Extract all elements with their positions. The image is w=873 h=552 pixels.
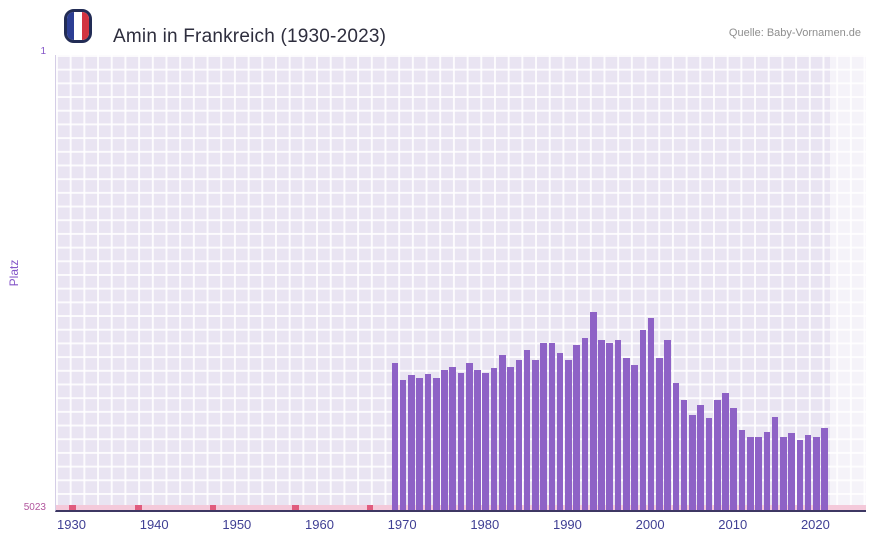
rank-bar-1994[interactable] xyxy=(598,339,605,510)
rank-bar-1983[interactable] xyxy=(507,367,514,510)
rank-bar-2009[interactable] xyxy=(722,392,729,510)
rank-bar-2004[interactable] xyxy=(680,400,688,510)
rank-bar-1986[interactable] xyxy=(532,359,539,510)
flag-stripe-red xyxy=(81,12,89,40)
rank-bar-2013[interactable] xyxy=(755,436,762,510)
flag-stripe-blue xyxy=(67,12,75,40)
rank-bar-2008[interactable] xyxy=(713,400,721,510)
rank-bar-2016[interactable] xyxy=(780,436,787,510)
y-tick-max: 1 xyxy=(40,46,46,57)
rank-bar-1974[interactable] xyxy=(432,378,440,510)
rank-bar-2001[interactable] xyxy=(656,357,663,510)
y-axis-title: Platz xyxy=(7,259,21,287)
rank-bar-2002[interactable] xyxy=(664,339,671,510)
source-credit: Quelle: Baby-Vornamen.de xyxy=(728,27,861,39)
rank-bar-1990[interactable] xyxy=(565,359,572,510)
x-tick-label-1960: 1960 xyxy=(305,517,334,532)
rank-bar-1971[interactable] xyxy=(408,374,415,510)
rank-bar-1993[interactable] xyxy=(589,312,597,510)
rank-bar-2006[interactable] xyxy=(697,405,704,510)
rank-bar-1981[interactable] xyxy=(490,367,498,510)
rank-bar-1997[interactable] xyxy=(623,357,630,510)
rank-bar-1991[interactable] xyxy=(573,344,581,510)
page-title: Amin in Frankreich (1930-2023) xyxy=(113,25,387,47)
rank-bar-1969[interactable] xyxy=(391,362,399,510)
rank-bar-1978[interactable] xyxy=(465,362,473,510)
rank-bar-2005[interactable] xyxy=(689,415,696,510)
rank-bar-1988[interactable] xyxy=(548,343,556,510)
rank-bar-1995[interactable] xyxy=(606,343,614,510)
rank-bar-1998[interactable] xyxy=(631,364,638,510)
rank-bar-2020[interactable] xyxy=(813,436,820,510)
x-tick-label-1990: 1990 xyxy=(552,517,582,532)
x-tick-label-1970: 1970 xyxy=(387,517,417,532)
rank-bar-2010[interactable] xyxy=(730,407,738,510)
rank-bar-1982[interactable] xyxy=(499,354,506,510)
x-tick-label-1930: 1930 xyxy=(57,517,86,532)
rank-bar-1996[interactable] xyxy=(614,339,622,510)
rank-bar-2018[interactable] xyxy=(796,439,804,510)
rank-bar-1989[interactable] xyxy=(556,353,564,510)
rank-bar-1970[interactable] xyxy=(399,380,407,510)
low-rank-mark-1947 xyxy=(209,505,217,510)
rank-bar-1985[interactable] xyxy=(523,349,531,510)
rank-bar-1976[interactable] xyxy=(449,367,457,510)
rank-bar-1992[interactable] xyxy=(581,338,589,510)
rank-bar-2021[interactable] xyxy=(821,428,828,510)
france-flag-icon xyxy=(64,9,92,43)
rank-bar-2015[interactable] xyxy=(771,416,779,510)
x-tick-label-1950: 1950 xyxy=(222,517,252,532)
low-rank-mark-1930 xyxy=(69,505,76,510)
rank-bar-1999[interactable] xyxy=(639,329,647,510)
x-tick-label-1940: 1940 xyxy=(139,517,169,532)
rank-bar-2000[interactable] xyxy=(647,318,655,510)
rank-bar-2014[interactable] xyxy=(763,431,771,510)
low-rank-mark-1966 xyxy=(366,505,374,510)
x-axis: 1930 1940 1950 1960 1970 1980 1990 2000 2010 2020 xyxy=(55,517,865,537)
rank-bar-1980[interactable] xyxy=(482,373,490,510)
rank-bar-1977[interactable] xyxy=(457,373,465,510)
rank-bar-1987[interactable] xyxy=(540,343,547,510)
rank-bar-2011[interactable] xyxy=(738,430,746,510)
rank-bar-1972[interactable] xyxy=(416,378,423,510)
rank-bar-1973[interactable] xyxy=(424,373,432,510)
rank-bar-2019[interactable] xyxy=(804,434,812,510)
plot-area[interactable] xyxy=(55,55,866,512)
x-tick-label-2000: 2000 xyxy=(635,517,665,532)
rank-bar-2007[interactable] xyxy=(705,418,713,510)
rank-bar-2017[interactable] xyxy=(788,433,795,510)
flag-stripe-white xyxy=(74,12,82,40)
x-tick-label-2020: 2020 xyxy=(800,517,830,532)
rank-bar-1979[interactable] xyxy=(474,370,481,510)
recent-years-highlight-band xyxy=(829,55,866,510)
y-tick-min: 5023 xyxy=(23,502,46,513)
low-rank-mark-1938 xyxy=(135,505,142,510)
low-rank-mark-1957 xyxy=(292,505,299,510)
rank-bar-2012[interactable] xyxy=(746,436,754,510)
rank-bar-2003[interactable] xyxy=(672,383,680,510)
x-tick-label-2010: 2010 xyxy=(718,517,748,532)
rank-bar-1984[interactable] xyxy=(515,359,523,510)
x-tick-label-1980: 1980 xyxy=(470,517,500,532)
rank-bar-1975[interactable] xyxy=(441,370,448,510)
